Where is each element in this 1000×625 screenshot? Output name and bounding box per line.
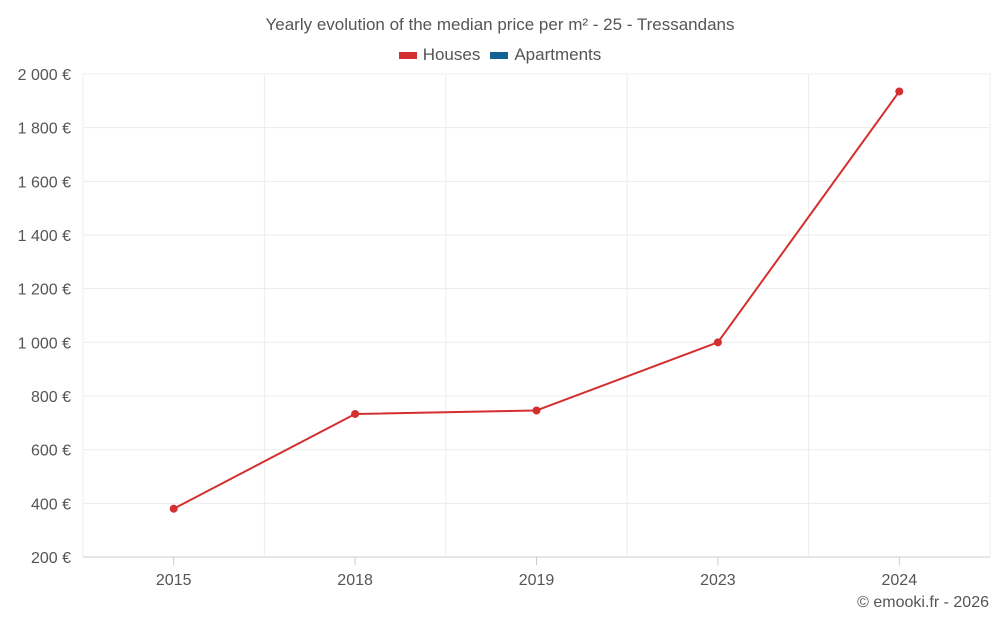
y-tick-label: 1 600 € (18, 174, 71, 191)
legend-label-houses: Houses (422, 45, 481, 64)
data-point-houses (169, 504, 178, 513)
series-line-houses (173, 90, 901, 510)
y-tick-label: 1 400 € (18, 228, 71, 245)
data-point-houses (532, 406, 541, 415)
y-tick-label: 400 € (31, 496, 71, 513)
x-tick-label: 2024 (882, 572, 918, 589)
data-point-houses (713, 338, 722, 347)
x-tick-label: 2015 (156, 572, 192, 589)
legend: Houses Apartments (0, 45, 1000, 65)
y-tick-label: 1 800 € (18, 121, 71, 138)
credit-text: © emooki.fr - 2026 (857, 594, 989, 611)
y-tick-label: 2 000 € (18, 67, 71, 84)
y-tick-label: 200 € (31, 550, 71, 567)
y-tick-label: 800 € (31, 389, 71, 406)
data-point-houses (351, 409, 360, 418)
legend-swatch-apartments (490, 51, 509, 59)
x-tick-label: 2019 (519, 572, 555, 589)
x-tick-label: 2023 (700, 572, 736, 589)
legend-swatch-houses (398, 51, 417, 59)
data-point-houses (895, 87, 904, 96)
y-tick-label: 600 € (31, 443, 71, 460)
y-tick-label: 1 200 € (18, 282, 71, 299)
legend-label-apartments: Apartments (514, 45, 602, 64)
x-tick-label: 2018 (337, 572, 373, 589)
legend-item-houses[interactable]: Houses (398, 45, 481, 65)
legend-item-apartments[interactable]: Apartments (490, 45, 601, 65)
chart-title: Yearly evolution of the median price per… (265, 15, 735, 34)
y-tick-label: 1 000 € (18, 335, 71, 352)
